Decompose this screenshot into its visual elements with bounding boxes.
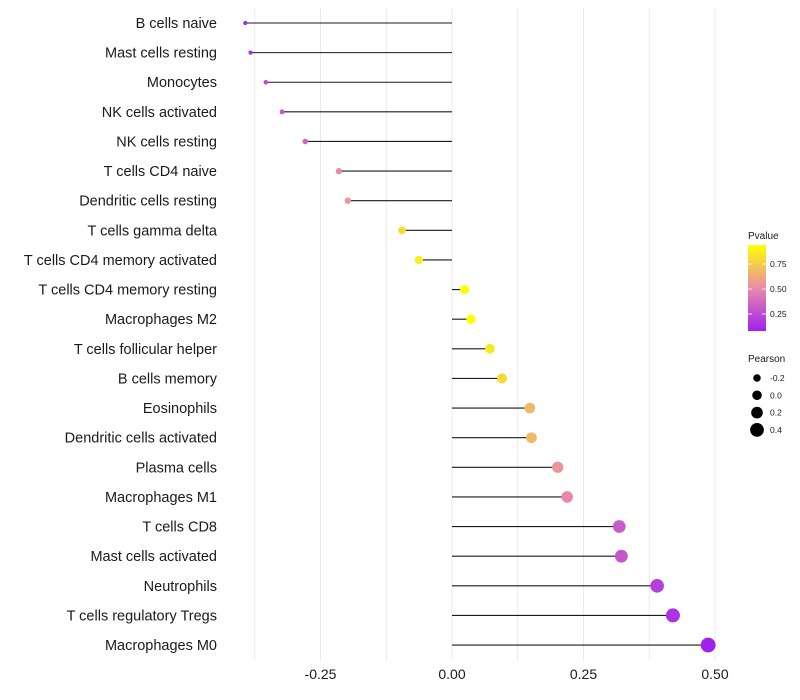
lollipop-point <box>614 549 628 563</box>
y-axis-label: Mast cells resting <box>105 46 217 62</box>
lollipop-point <box>496 373 507 384</box>
y-axis-label: B cells naive <box>136 16 217 32</box>
lollipop-point <box>484 343 495 354</box>
lollipop-point <box>650 578 664 593</box>
y-axis-labels: B cells naive Mast cells resting Monocytes… <box>24 16 218 654</box>
y-axis-label: T cells CD4 memory activated <box>24 253 217 269</box>
colorbar-tick-label: 0.50 <box>770 284 787 294</box>
y-axis-label: Plasma cells <box>136 460 217 476</box>
lollipop-point <box>466 314 476 324</box>
grid-lines <box>254 8 716 660</box>
lollipop-point <box>612 520 626 533</box>
lollipop-point <box>561 491 573 503</box>
y-axis-label: Dendritic cells activated <box>65 431 217 447</box>
lollipop-points <box>243 20 716 653</box>
lollipop-point <box>302 138 308 145</box>
lollipop-point <box>243 20 248 26</box>
y-axis-label: T cells follicular helper <box>74 342 217 358</box>
y-axis-label: Dendritic cells resting <box>79 194 217 210</box>
lollipop-point <box>552 461 564 473</box>
pvalue-legend-title: Pvalue <box>748 231 779 242</box>
pvalue-colorbar-ticks: 0.25 0.50 0.75 <box>748 259 787 319</box>
x-tick-label: -0.25 <box>305 666 337 682</box>
y-axis-label: T cells regulatory Tregs <box>67 608 217 624</box>
y-axis-label: T cells CD4 memory resting <box>38 283 217 299</box>
pearson-legend-dot <box>752 390 762 401</box>
lollipop-point <box>414 255 423 265</box>
y-axis-label: Monocytes <box>147 75 217 91</box>
y-axis-label: NK cells resting <box>116 134 217 150</box>
pearson-legend-keys: -0.2 0.0 0.2 0.4 <box>750 373 785 437</box>
pearson-legend-dot <box>753 374 761 382</box>
lollipop-point <box>460 284 470 295</box>
pearson-legend-label: 0.2 <box>770 408 782 418</box>
pvalue-colorbar <box>748 245 766 331</box>
y-axis-label: T cells gamma delta <box>88 223 218 239</box>
pvalue-legend: Pvalue 0.25 0.50 0.75 <box>748 231 787 331</box>
lollipop-point <box>398 226 406 235</box>
pearson-legend-label: 0.0 <box>770 390 782 400</box>
x-tick-label: 0.25 <box>570 666 597 682</box>
y-axis-label: T cells CD8 <box>142 520 217 536</box>
pearson-legend-dot <box>751 406 763 419</box>
lollipop-point <box>700 637 716 653</box>
lollipop-point <box>344 197 352 204</box>
colorbar-tick-label: 0.75 <box>770 259 787 269</box>
y-axis-label: Eosinophils <box>143 401 217 417</box>
lollipop-point <box>335 167 343 175</box>
pearson-legend-label: 0.4 <box>770 425 782 435</box>
y-axis-label: T cells CD4 naive <box>104 164 217 180</box>
x-tick-label: 0.50 <box>701 666 728 682</box>
pearson-legend-dot <box>750 423 764 437</box>
y-axis-label: B cells memory <box>118 371 218 387</box>
lollipop-point <box>279 109 285 115</box>
lollipop-stems <box>245 22 709 646</box>
lollipop-point <box>665 608 680 623</box>
y-axis-label: Macrophages M2 <box>105 312 217 328</box>
pearson-legend-label: -0.2 <box>770 373 785 383</box>
lollipop-point <box>526 432 537 444</box>
y-axis-label: Macrophages M0 <box>105 638 217 654</box>
pearson-legend-title: Pearson <box>748 354 785 365</box>
colorbar-tick-label: 0.25 <box>770 309 787 319</box>
lollipop-point <box>524 402 536 414</box>
y-axis-label: Macrophages M1 <box>105 490 217 506</box>
y-axis-label: Mast cells activated <box>90 549 217 565</box>
y-axis-label: NK cells activated <box>102 105 217 121</box>
x-axis-ticks: -0.25 0.00 0.25 0.50 <box>305 666 729 682</box>
y-axis-label: Neutrophils <box>144 579 217 595</box>
lollipop-point <box>248 50 253 55</box>
pearson-legend: Pearson -0.2 0.0 0.2 0.4 <box>748 354 785 437</box>
x-tick-label: 0.00 <box>438 666 465 682</box>
lollipop-point <box>263 79 269 85</box>
